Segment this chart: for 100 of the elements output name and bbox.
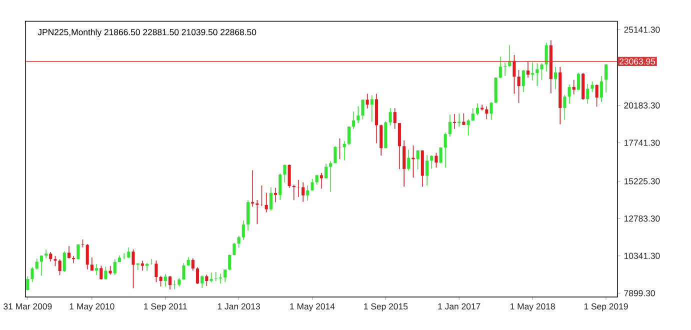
candlestick bbox=[232, 242, 236, 256]
y-tick-label: 25141.30 bbox=[624, 26, 660, 33]
candlestick bbox=[104, 266, 108, 280]
candlestick bbox=[334, 146, 337, 164]
candlestick bbox=[35, 258, 38, 270]
candlestick bbox=[439, 146, 442, 164]
candlestick bbox=[67, 246, 70, 259]
candlestick bbox=[352, 111, 356, 130]
candlestick bbox=[370, 94, 374, 122]
y-tick-label: 7899.30 bbox=[624, 290, 655, 296]
candlestick bbox=[76, 244, 80, 260]
candlestick bbox=[458, 112, 461, 128]
candlestick bbox=[600, 76, 603, 103]
candlestick bbox=[30, 266, 34, 282]
candlestick bbox=[95, 264, 98, 276]
candlestick bbox=[517, 70, 520, 104]
candlestick bbox=[476, 103, 479, 116]
candlestick bbox=[283, 164, 286, 183]
candlestick bbox=[448, 114, 452, 138]
candlestick bbox=[306, 185, 310, 202]
candlestick bbox=[228, 254, 232, 271]
candlestick bbox=[453, 114, 456, 130]
candlestick bbox=[159, 275, 162, 287]
candlestick bbox=[145, 262, 149, 272]
candlestick bbox=[58, 258, 62, 276]
candlestick bbox=[191, 258, 194, 272]
candlestick bbox=[324, 163, 328, 179]
candlestick bbox=[425, 154, 429, 186]
candlestick bbox=[200, 275, 204, 288]
candlestick bbox=[498, 56, 502, 79]
candlestick bbox=[269, 187, 272, 212]
ref-line-label: 23063.95 bbox=[620, 58, 656, 65]
candlestick bbox=[393, 108, 396, 130]
candlestick bbox=[86, 244, 89, 270]
candlestick bbox=[214, 272, 218, 282]
y-tick-label: 15225.30 bbox=[624, 178, 660, 184]
candlestick bbox=[329, 160, 332, 192]
x-tick-label: 31 Mar 2009 bbox=[4, 303, 52, 310]
candlestick bbox=[205, 274, 208, 286]
candlestick bbox=[49, 252, 52, 262]
candlestick bbox=[576, 72, 580, 90]
candlestick bbox=[361, 99, 364, 120]
candlestick bbox=[512, 54, 516, 94]
candlestick bbox=[526, 61, 530, 78]
candlestick bbox=[218, 273, 222, 284]
candlestick bbox=[242, 220, 245, 240]
candlestick bbox=[182, 262, 186, 280]
candlestick bbox=[416, 150, 420, 170]
candlestick bbox=[140, 260, 144, 272]
candlestick bbox=[127, 247, 130, 258]
x-tick-label: 1 Sep 2011 bbox=[144, 303, 187, 312]
candlestick bbox=[264, 192, 268, 213]
candlestick bbox=[604, 64, 608, 93]
candlestick bbox=[540, 62, 544, 80]
y-tick-label: 20183.30 bbox=[624, 102, 660, 109]
x-tick-label: 1 May 2010 bbox=[70, 303, 114, 312]
candlestick bbox=[72, 256, 76, 264]
candlestick bbox=[347, 126, 350, 146]
candlestick bbox=[572, 79, 576, 95]
candlestick bbox=[315, 174, 318, 186]
candlestick bbox=[544, 42, 548, 72]
candlestick bbox=[490, 102, 493, 120]
x-tick-label: 1 Jan 2017 bbox=[438, 303, 480, 310]
candlestick bbox=[434, 152, 438, 168]
y-tick-label: 12783.30 bbox=[624, 216, 660, 222]
candlestick bbox=[302, 182, 305, 202]
y-tick-label: 17741.30 bbox=[624, 140, 660, 146]
candlestick bbox=[531, 62, 534, 81]
y-tick-label: 10341.30 bbox=[624, 252, 660, 260]
candlestick bbox=[356, 106, 360, 124]
candlestick bbox=[430, 154, 434, 170]
candlestick bbox=[278, 173, 282, 200]
candlestick bbox=[113, 258, 116, 276]
candlestick bbox=[173, 280, 176, 290]
candlestick bbox=[471, 108, 474, 122]
x-tick-label: 1 May 2018 bbox=[510, 303, 555, 312]
candlestick bbox=[164, 274, 167, 287]
candlestick bbox=[595, 84, 598, 108]
candlestick bbox=[485, 106, 488, 120]
candlestick bbox=[26, 276, 30, 291]
candlestick bbox=[40, 255, 43, 276]
candlestick bbox=[251, 170, 254, 208]
candlestick bbox=[586, 84, 590, 104]
candlestick bbox=[54, 256, 57, 267]
candlestick bbox=[246, 200, 250, 231]
candlestick bbox=[224, 269, 227, 283]
candlestick bbox=[150, 258, 154, 265]
candlestick bbox=[274, 187, 278, 203]
candlestick bbox=[168, 276, 172, 290]
candlestick bbox=[366, 93, 369, 109]
candlestick bbox=[256, 200, 259, 225]
candlestick bbox=[292, 184, 296, 201]
x-tick-label: 1 May 2014 bbox=[290, 303, 335, 312]
text: JPN225,Monthly 21866.50 22881.50 21039.50 22868.50 bbox=[38, 28, 256, 37]
candlestick bbox=[62, 250, 66, 272]
candlestick bbox=[296, 180, 300, 198]
candlestick bbox=[288, 164, 291, 188]
candlestick bbox=[380, 124, 383, 156]
candlestick bbox=[563, 94, 566, 120]
candlestick bbox=[466, 118, 470, 136]
